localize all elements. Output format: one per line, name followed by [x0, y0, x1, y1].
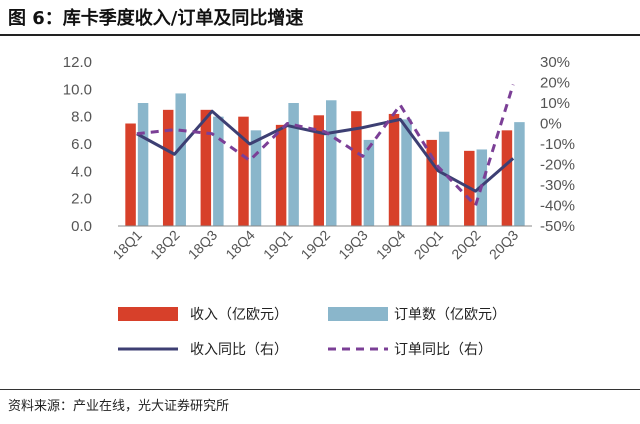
legend-label: 订单数（亿欧元） [394, 307, 506, 323]
right-tick-label: -20% [540, 157, 575, 174]
category-label: 19Q4 [373, 227, 409, 263]
revenue-bar [162, 109, 174, 226]
revenue-bar [351, 111, 362, 226]
category-label: 19Q3 [335, 227, 371, 263]
legend-swatch [328, 307, 388, 321]
legend-label: 收入（亿欧元） [190, 307, 288, 323]
bar-group [125, 93, 525, 226]
right-tick-label: -50% [540, 218, 575, 235]
legend: 收入（亿欧元） 订单数（亿欧元） 收入同比（右） 订单同比（右） [118, 307, 506, 358]
orders-bar [438, 131, 450, 226]
right-tick-label: 0% [540, 116, 562, 133]
revenue-bar [238, 116, 249, 226]
source-divider [0, 389, 640, 390]
source-note: 资料来源：产业在线，光大证券研究所 [8, 399, 230, 414]
revenue-bar [125, 123, 136, 226]
orders-bar [514, 122, 525, 226]
category-label: 19Q1 [260, 227, 296, 263]
x-axis: 18Q1 18Q2 18Q3 18Q4 19Q1 19Q2 19Q3 19Q4 20Q1 20Q2… [109, 225, 532, 263]
legend-label: 订单同比（右） [394, 342, 492, 358]
orders-bar [213, 116, 224, 226]
orders-bar [401, 119, 412, 226]
category-label: 20Q2 [448, 227, 484, 263]
right-tick-label: 10% [540, 95, 570, 112]
revenue-yoy-line [136, 109, 515, 193]
right-tick-label: -30% [540, 177, 575, 194]
right-tick-label: -40% [540, 198, 575, 215]
chart: 0.0 2.0 4.0 6.0 8.0 10.0 12.0 30% 20% 10% 0% -10% -… [63, 54, 575, 358]
left-tick-label: 4.0 [71, 163, 92, 180]
revenue-bar [313, 115, 324, 226]
revenue-bar [501, 130, 513, 226]
category-label: 18Q1 [109, 227, 145, 263]
category-label: 18Q3 [185, 227, 221, 263]
revenue-bar [200, 109, 212, 226]
left-tick-label: 2.0 [71, 191, 92, 208]
left-tick-label: 8.0 [71, 109, 92, 126]
left-tick-label: 12.0 [63, 54, 92, 71]
orders-bar [175, 93, 186, 226]
category-label: 18Q2 [147, 227, 183, 263]
right-tick-label: 30% [540, 54, 570, 71]
title-divider [0, 34, 640, 36]
orders-bar [137, 103, 149, 226]
figure-title: 图 6：库卡季度收入/订单及同比增速 [8, 8, 304, 29]
right-tick-label: 20% [540, 75, 570, 92]
orders-yoy-line [136, 84, 515, 207]
orders-bar [250, 130, 262, 226]
right-tick-label: -10% [540, 136, 575, 153]
revenue-bar [275, 124, 287, 226]
orders-bar [326, 100, 337, 226]
revenue-bar [388, 113, 400, 226]
category-label: 19Q2 [298, 227, 334, 263]
left-axis: 0.0 2.0 4.0 6.0 8.0 10.0 12.0 [63, 54, 92, 235]
category-label: 20Q3 [486, 227, 522, 263]
category-label: 18Q4 [222, 227, 258, 263]
revenue-bar [426, 139, 437, 226]
orders-bar [288, 103, 299, 226]
legend-label: 收入同比（右） [190, 342, 288, 358]
left-tick-label: 6.0 [71, 136, 92, 153]
right-axis: 30% 20% 10% 0% -10% -20% -30% -40% -50% [540, 54, 575, 235]
left-tick-label: 10.0 [63, 81, 92, 98]
legend-swatch [118, 307, 178, 321]
line-group [136, 84, 515, 207]
category-label: 20Q1 [410, 227, 446, 263]
orders-bar [363, 139, 375, 226]
left-tick-label: 0.0 [71, 218, 92, 235]
